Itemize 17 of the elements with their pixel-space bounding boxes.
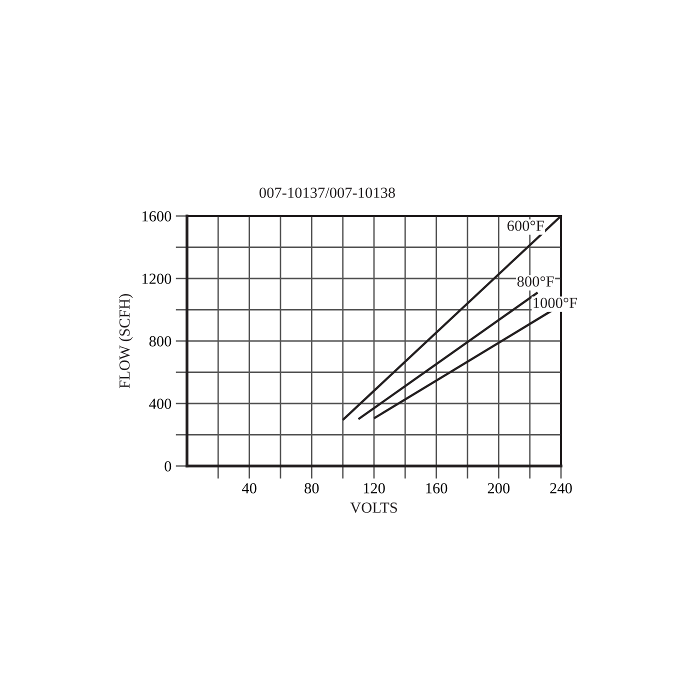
y-tick-label: 0 xyxy=(164,461,172,472)
y-axis-title: FLOW (SCFH) xyxy=(118,294,133,388)
x-tick-label: 240 xyxy=(550,483,572,494)
x-axis-title: VOLTS xyxy=(350,502,397,513)
x-tick-label: 120 xyxy=(364,483,385,494)
y-tick-label: 800 xyxy=(149,336,172,346)
y-tick-label: 1600 xyxy=(142,211,172,222)
series-label: 1000°F xyxy=(534,298,577,308)
y-tick-label: 400 xyxy=(149,398,172,409)
x-tick-label: 40 xyxy=(242,483,256,494)
chart-title: 007-10137/007-10138 xyxy=(260,188,395,198)
series-label: 600°F xyxy=(507,220,544,231)
x-tick-label: 160 xyxy=(426,483,448,494)
series-label: 800°F xyxy=(517,276,554,287)
x-tick-label: 200 xyxy=(488,483,510,494)
x-tick-label: 80 xyxy=(304,483,319,494)
y-tick-label: 1200 xyxy=(142,274,172,284)
